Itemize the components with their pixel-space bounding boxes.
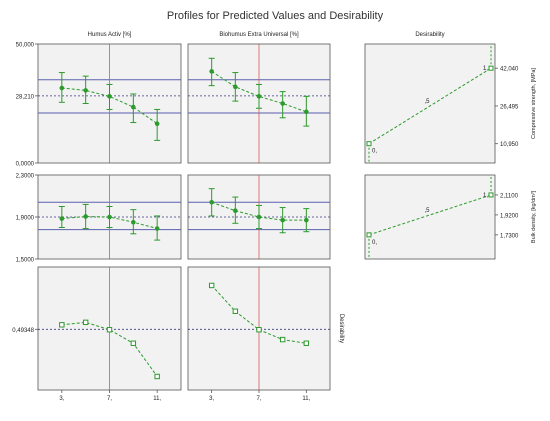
data-point-5-0: [59, 322, 65, 328]
y-tick-label-3-0: 2,3000: [16, 174, 35, 180]
panel-frame-8: [364, 174, 496, 260]
data-point-4-1: [233, 208, 238, 213]
data-point-6-2: [256, 327, 262, 333]
data-point-3-3: [131, 219, 136, 225]
data-point-6-4: [303, 340, 310, 346]
chart-title: Profiles for Predicted Values and Desira…: [167, 10, 384, 22]
data-point-6-0: [208, 282, 215, 289]
data-point-2-4: [304, 109, 309, 115]
column-header-1: Humus Activ [%]: [88, 32, 132, 38]
data-point-5-2: [106, 327, 113, 333]
data-point-5-4: [154, 373, 160, 380]
desir-mid-label-8: ,5: [424, 208, 430, 214]
desir-low-label-8: 0,: [372, 240, 377, 246]
desir-curve-7: [368, 67, 492, 145]
desir-low-marker-8: [366, 232, 372, 238]
y-tick-label-8-2: 1,7300: [500, 233, 519, 239]
data-point-1-1: [83, 88, 88, 93]
y-axis-label-7: Compressive strength, [MPa]: [531, 68, 537, 139]
desir-curve-8: [368, 194, 492, 236]
data-point-1-2: [107, 94, 112, 99]
y-tick-label-8-1: 1,9200: [500, 213, 519, 219]
row-label-desirability: Desirability: [338, 314, 344, 343]
x-tick-label-6-2: 11,: [302, 396, 310, 402]
data-point-1-0: [59, 85, 65, 91]
y-tick-label-7-0: 42,040: [500, 67, 519, 73]
data-point-1-3: [131, 104, 136, 110]
data-point-4-3: [280, 217, 285, 223]
desir-high-label-8: 1,: [483, 193, 488, 199]
y-tick-label-1-2: 0,0000: [16, 162, 35, 168]
x-tick-label-6-1: 7,: [256, 396, 261, 402]
data-point-2-1: [233, 84, 238, 90]
y-tick-label-5-0: 0,49348: [12, 328, 34, 334]
data-point-5-3: [130, 340, 137, 346]
data-point-3-0: [59, 216, 65, 221]
series-line-4: [211, 201, 307, 221]
data-point-3-4: [154, 226, 160, 231]
panel-frame-7: [364, 43, 496, 164]
data-point-3-2: [107, 214, 112, 220]
y-tick-label-1-0: 50,000: [16, 43, 35, 49]
y-tick-label-8-0: 2,1100: [500, 193, 519, 199]
desir-high-label-7: 1,: [483, 66, 488, 72]
x-tick-label-5-1: 7,: [107, 396, 112, 402]
x-tick-label-5-0: 3,: [59, 396, 64, 402]
x-tick-label-6-0: 3,: [209, 396, 214, 402]
series-line-5: [61, 321, 158, 377]
data-point-1-4: [154, 121, 160, 127]
column-header-2: Biohumus Extra Universal [%]: [219, 32, 299, 38]
data-point-4-4: [304, 217, 309, 223]
y-tick-label-1-1: 28,210: [16, 94, 35, 100]
y-tick-label-3-1: 1,9000: [16, 216, 35, 222]
desir-low-marker-7: [366, 141, 372, 147]
data-point-2-3: [280, 101, 285, 106]
desir-high-marker-8: [488, 192, 494, 198]
series-line-2: [211, 70, 307, 113]
data-point-4-0: [209, 200, 214, 205]
desir-high-marker-7: [488, 65, 494, 71]
data-point-4-2: [256, 214, 262, 220]
y-axis-label-8: Bulk density, [kg/dm³]: [531, 190, 537, 243]
data-point-5-1: [82, 319, 89, 326]
data-point-3-1: [83, 214, 88, 219]
data-point-2-0: [209, 69, 214, 74]
data-point-6-3: [279, 336, 286, 343]
desir-low-label-7: 0,: [372, 149, 377, 155]
y-tick-label-7-2: 10,950: [500, 142, 519, 148]
column-header-3: Desirability: [415, 32, 444, 38]
desir-mid-label-7: ,5: [424, 99, 430, 105]
data-point-6-1: [232, 308, 239, 314]
x-tick-label-5-2: 11,: [153, 396, 161, 402]
y-tick-label-7-1: 26,495: [500, 104, 519, 110]
series-line-1: [61, 87, 158, 125]
y-tick-label-3-2: 1,5000: [16, 258, 35, 264]
data-point-2-2: [256, 94, 262, 99]
